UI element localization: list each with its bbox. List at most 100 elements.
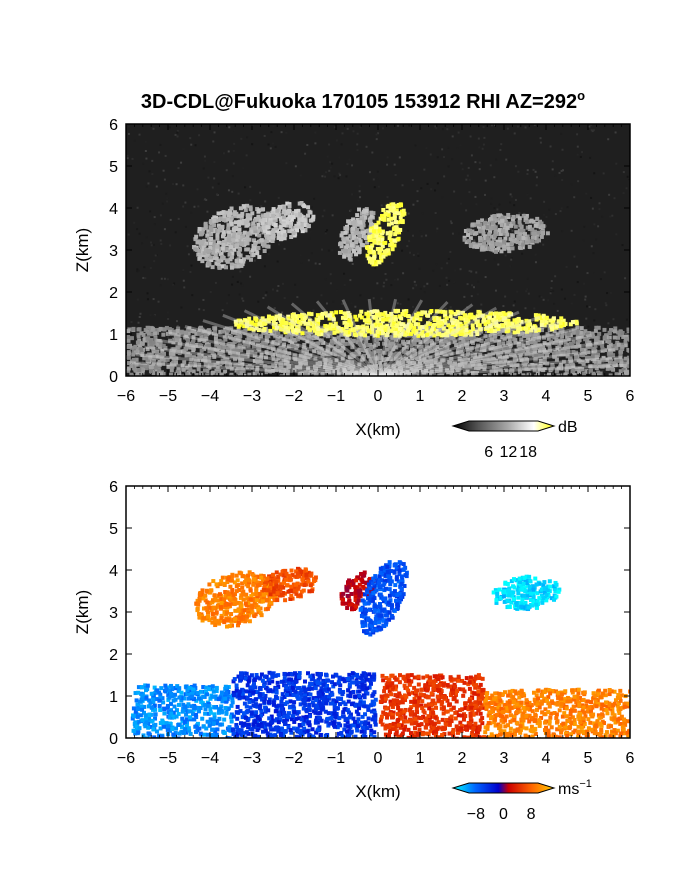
data-pixel [249, 350, 254, 355]
noise-pixel [329, 273, 332, 276]
data-pixel [375, 333, 380, 338]
noise-pixel [506, 127, 509, 130]
noise-pixel [182, 279, 185, 282]
data-pixel [271, 322, 276, 327]
data-pixel [623, 370, 628, 375]
data-pixel [367, 231, 372, 236]
data-pixel [500, 215, 505, 220]
data-pixel [271, 318, 276, 323]
data-pixel [194, 234, 199, 239]
data-pixel [180, 363, 185, 368]
data-pixel [298, 364, 303, 369]
beam-ray [377, 355, 623, 376]
data-pixel [297, 356, 302, 361]
data-pixel [512, 358, 517, 363]
data-pixel [224, 265, 229, 270]
noise-pixel [529, 197, 532, 200]
data-pixel [319, 338, 324, 343]
noise-pixel [441, 128, 444, 131]
data-pixel [129, 364, 134, 369]
data-pixel [532, 334, 537, 339]
data-pixel [406, 340, 411, 345]
data-pixel [316, 331, 321, 336]
data-pixel [370, 330, 375, 335]
data-pixel [398, 354, 403, 359]
data-pixel [213, 333, 218, 338]
data-pixel [323, 364, 328, 369]
data-pixel [365, 253, 370, 258]
data-pixel [424, 324, 429, 329]
noise-pixel [373, 221, 376, 224]
data-pixel [223, 357, 228, 362]
data-pixel [236, 351, 241, 356]
data-pixel [276, 355, 281, 360]
data-pixel [274, 341, 279, 346]
noise-pixel [149, 210, 152, 213]
data-pixel [200, 337, 205, 342]
data-pixel [527, 346, 532, 351]
data-pixel [512, 330, 517, 335]
data-pixel [382, 324, 387, 329]
data-pixel [527, 364, 532, 369]
noise-pixel [145, 185, 148, 188]
data-pixel [536, 338, 541, 343]
data-pixel [242, 230, 247, 235]
data-pixel [476, 222, 481, 227]
data-pixel [253, 242, 258, 247]
data-pixel [498, 239, 503, 244]
data-pixel [425, 362, 430, 367]
data-pixel [555, 345, 560, 350]
data-pixel [241, 367, 246, 372]
data-pixel [369, 228, 374, 233]
data-pixel [240, 354, 245, 359]
data-pixel [590, 354, 595, 359]
noise-pixel [383, 349, 386, 352]
data-pixel [366, 342, 371, 347]
data-pixel [212, 223, 217, 228]
data-pixel [412, 354, 417, 359]
data-pixel [320, 315, 325, 320]
noise-pixel [189, 270, 192, 273]
noise-pixel [481, 147, 484, 150]
data-pixel [504, 229, 509, 234]
data-pixel [506, 350, 511, 355]
data-pixel [332, 336, 337, 341]
data-pixel [335, 368, 340, 373]
noise-pixel [436, 156, 439, 159]
data-pixel [459, 349, 464, 354]
data-pixel [566, 337, 571, 342]
data-pixel [250, 365, 255, 370]
data-pixel [378, 367, 383, 372]
data-pixel [476, 219, 481, 224]
data-pixel [439, 320, 444, 325]
data-pixel [275, 336, 280, 341]
data-pixel [487, 337, 492, 342]
data-pixel [157, 363, 162, 368]
data-pixel [526, 325, 531, 330]
data-pixel [208, 245, 213, 250]
data-pixel [602, 363, 607, 368]
data-pixel [533, 346, 538, 351]
data-pixel [614, 372, 619, 376]
data-pixel [456, 326, 461, 331]
data-pixel [460, 310, 465, 315]
noise-pixel [204, 198, 207, 201]
data-pixel [375, 319, 380, 324]
data-pixel [324, 327, 329, 332]
noise-pixel [592, 252, 595, 255]
data-pixel [350, 360, 355, 365]
data-pixel [238, 368, 243, 373]
data-pixel [476, 337, 481, 342]
data-pixel [527, 244, 532, 249]
noise-pixel [556, 309, 559, 312]
data-pixel [587, 334, 592, 339]
data-pixel [591, 371, 596, 376]
data-pixel [500, 370, 505, 375]
data-pixel [457, 362, 462, 367]
data-pixel [182, 360, 187, 365]
data-pixel [203, 329, 208, 334]
data-pixel [366, 314, 371, 319]
noise-pixel [597, 225, 600, 228]
data-pixel [393, 368, 398, 373]
noise-pixel [509, 227, 512, 230]
